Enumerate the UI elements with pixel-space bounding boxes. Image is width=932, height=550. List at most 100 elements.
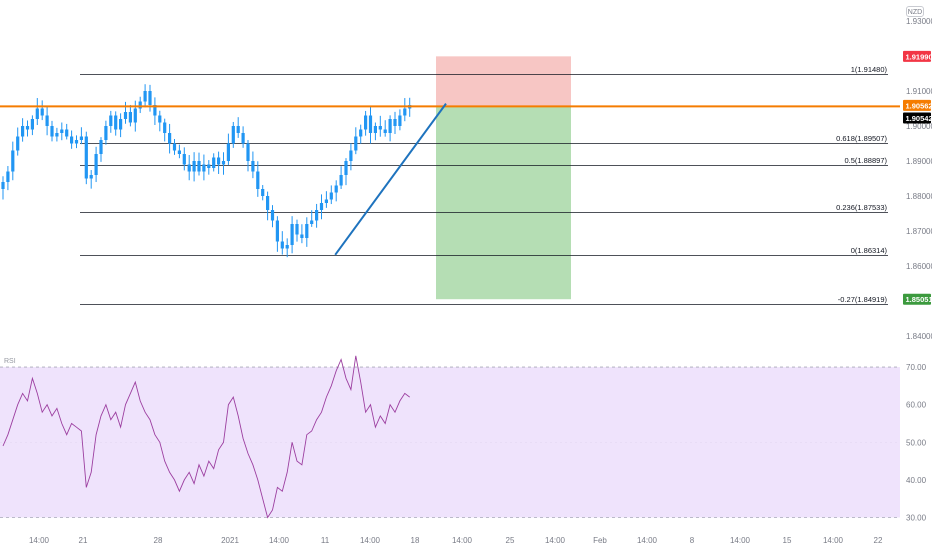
candle	[99, 137, 103, 162]
price-axis[interactable]: 1.93000 1.91000 1.90000 1.89000 1.88000 1.870…	[906, 17, 932, 341]
price-tag: 1.91990	[903, 50, 932, 62]
candle-body	[30, 119, 34, 130]
candle	[226, 133, 230, 165]
price-tag-label: 1.85051	[906, 295, 932, 304]
candle	[256, 161, 260, 197]
fib-level-label: 0.5(1.88897)	[844, 156, 887, 165]
candle	[35, 98, 39, 126]
candle-body	[60, 129, 64, 133]
price-tag: 1.85051	[903, 293, 932, 305]
candle-body	[133, 108, 137, 123]
candle-body	[310, 220, 314, 224]
candle	[339, 166, 343, 189]
drawing-overlays[interactable]	[0, 103, 900, 256]
candle-body	[172, 143, 177, 151]
rsi-tick-label: 60.00	[906, 401, 927, 410]
candle	[25, 120, 30, 137]
candle-body	[290, 224, 294, 245]
candle	[55, 127, 59, 142]
take-profit-zone	[436, 106, 571, 300]
price-tick-label: 1.84000	[906, 332, 932, 341]
candle-body	[21, 126, 25, 137]
time-axis[interactable]: 14:00 21 28 2021 14:00 11 14:00 18 14:00 25 14:00 F…	[29, 536, 883, 545]
candle	[344, 158, 348, 186]
candle	[187, 155, 191, 181]
candle-body	[319, 203, 324, 210]
candle	[364, 110, 368, 136]
candle-body	[378, 126, 382, 130]
candle-body	[94, 154, 98, 175]
candle-body	[231, 126, 235, 144]
price-tick-label: 1.89000	[906, 157, 932, 166]
time-tick-label: 14:00	[29, 536, 50, 545]
candle	[177, 144, 181, 159]
candle	[295, 219, 299, 242]
candle	[168, 123, 172, 154]
price-tag-label: 1.90542	[906, 114, 932, 123]
candle	[84, 131, 88, 185]
candle	[280, 231, 284, 255]
candle-body	[70, 136, 74, 144]
fibonacci-retracement[interactable]: 1(1.91480) 0.618(1.89507) 0.5(1.88897) 0.23…	[80, 65, 888, 305]
candle	[79, 127, 83, 145]
candle	[153, 97, 157, 125]
candle-body	[344, 161, 348, 175]
candle	[393, 111, 397, 135]
candle	[94, 146, 98, 183]
time-tick-label: 14:00	[637, 536, 658, 545]
price-tags: 1.91990 1.90562 1.90542 1.85051	[903, 50, 932, 305]
candle	[114, 111, 118, 136]
candle-body	[270, 210, 275, 221]
candle	[403, 98, 407, 122]
candle-body	[45, 115, 49, 126]
candle-body	[25, 126, 30, 130]
candle	[266, 191, 270, 221]
candle	[74, 135, 79, 149]
candle	[359, 124, 363, 144]
candle-body	[349, 150, 353, 161]
candle-body	[207, 164, 211, 168]
candle-body	[300, 234, 304, 238]
candle-body	[285, 245, 289, 249]
time-tick-label: 22	[874, 536, 883, 545]
candle	[261, 185, 265, 201]
candle-body	[50, 126, 54, 137]
price-tag-box	[903, 99, 931, 111]
rsi-indicator-label: RSI	[4, 358, 16, 365]
time-tick-label: 14:00	[452, 536, 473, 545]
candle	[109, 110, 113, 133]
candle	[60, 122, 64, 141]
candle-body	[403, 108, 407, 116]
candle	[133, 100, 137, 132]
time-tick-label: 14:00	[269, 536, 290, 545]
candle-body	[295, 224, 299, 235]
candle-body	[84, 136, 88, 179]
candle-body	[251, 161, 255, 172]
rsi-tick-label: 70.00	[906, 363, 927, 372]
candle-body	[65, 129, 69, 137]
ascending-trendline	[334, 103, 447, 256]
candle-body	[388, 119, 392, 133]
candle-body	[339, 175, 343, 186]
candle	[231, 121, 235, 148]
rsi-axis: 70.00 60.00 50.00 40.00 30.00	[906, 363, 927, 522]
candle-body	[187, 164, 191, 172]
candle-body	[153, 105, 157, 116]
price-tag-box	[903, 112, 931, 124]
candle-body	[55, 133, 59, 137]
currency-badge[interactable]: NZD	[906, 6, 924, 17]
position-zones[interactable]	[436, 56, 571, 300]
candle-body	[168, 133, 172, 144]
candle	[172, 138, 177, 155]
candle	[319, 194, 324, 220]
candle	[40, 100, 44, 121]
candle	[104, 120, 108, 145]
candle	[246, 140, 250, 172]
rsi-pane[interactable]	[0, 355, 900, 519]
candle-body	[163, 122, 167, 133]
rsi-line	[2, 355, 410, 519]
candle-body	[280, 241, 284, 249]
candle	[221, 152, 226, 175]
time-tick-label: 11	[321, 536, 330, 545]
